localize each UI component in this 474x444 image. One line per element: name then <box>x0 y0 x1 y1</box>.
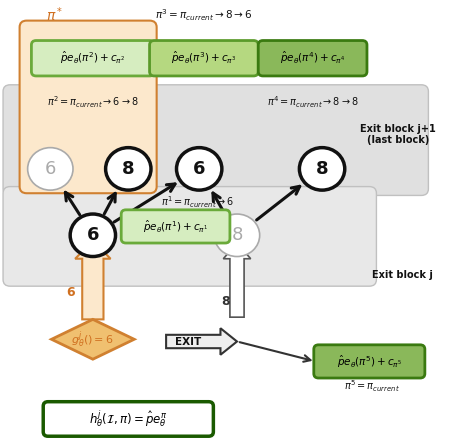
Text: Exit block j: Exit block j <box>372 270 433 280</box>
FancyBboxPatch shape <box>121 210 230 243</box>
Text: 6: 6 <box>45 160 56 178</box>
FancyArrow shape <box>166 328 237 355</box>
Text: $\pi^5 = \pi_{current}$: $\pi^5 = \pi_{current}$ <box>344 378 400 393</box>
FancyBboxPatch shape <box>3 85 428 195</box>
FancyBboxPatch shape <box>43 402 213 436</box>
FancyBboxPatch shape <box>258 40 367 76</box>
Text: $\hat{p}e_{\theta}(\pi^1) + c_{\pi^1}$: $\hat{p}e_{\theta}(\pi^1) + c_{\pi^1}$ <box>143 218 208 234</box>
FancyBboxPatch shape <box>31 40 155 76</box>
Text: $\pi^3 = \pi_{current} \rightarrow 8 \rightarrow 6$: $\pi^3 = \pi_{current} \rightarrow 8 \ri… <box>155 7 253 23</box>
Circle shape <box>27 148 73 190</box>
Text: 8: 8 <box>316 160 328 178</box>
FancyArrow shape <box>223 243 251 317</box>
Text: $\pi^2 = \pi_{current} \rightarrow 6 \rightarrow 8$: $\pi^2 = \pi_{current} \rightarrow 6 \ri… <box>47 95 139 110</box>
FancyBboxPatch shape <box>19 20 156 193</box>
Text: 6: 6 <box>193 160 205 178</box>
Polygon shape <box>52 319 134 359</box>
Text: 8: 8 <box>221 295 229 308</box>
Text: Exit block j+1
(last block): Exit block j+1 (last block) <box>360 123 436 145</box>
Circle shape <box>70 214 116 257</box>
Text: $\hat{p}e_{\theta}(\pi^2) + c_{\pi^2}$: $\hat{p}e_{\theta}(\pi^2) + c_{\pi^2}$ <box>60 50 126 67</box>
Circle shape <box>176 148 222 190</box>
Text: $\pi^*$: $\pi^*$ <box>46 6 64 24</box>
FancyBboxPatch shape <box>314 345 425 378</box>
Text: $\hat{p}e_{\theta}(\pi^4) + c_{\pi^4}$: $\hat{p}e_{\theta}(\pi^4) + c_{\pi^4}$ <box>280 50 346 67</box>
Text: 8: 8 <box>231 226 243 244</box>
Circle shape <box>106 148 151 190</box>
Text: $\pi^4 = \pi_{current} \rightarrow 8 \rightarrow 8$: $\pi^4 = \pi_{current} \rightarrow 8 \ri… <box>267 95 358 110</box>
Text: $g^j_{\theta}() = 6$: $g^j_{\theta}() = 6$ <box>72 329 114 350</box>
FancyArrow shape <box>75 241 110 319</box>
Text: $\hat{p}e_{\theta}(\pi^5) + c_{\pi^5}$: $\hat{p}e_{\theta}(\pi^5) + c_{\pi^5}$ <box>337 353 402 369</box>
Circle shape <box>214 214 260 257</box>
Text: 6: 6 <box>87 226 99 244</box>
FancyBboxPatch shape <box>150 40 258 76</box>
FancyBboxPatch shape <box>3 186 376 286</box>
Text: $h^j_{\theta}(\mathcal{I}, \pi) = \hat{p}e^{\pi}_{\theta}$: $h^j_{\theta}(\mathcal{I}, \pi) = \hat{p… <box>89 408 168 429</box>
Text: EXIT: EXIT <box>175 337 201 346</box>
Text: $\pi^1 = \pi_{current} \rightarrow 6$: $\pi^1 = \pi_{current} \rightarrow 6$ <box>161 194 235 210</box>
Text: 8: 8 <box>122 160 135 178</box>
Circle shape <box>300 148 345 190</box>
Text: 6: 6 <box>66 286 75 299</box>
Text: $\hat{p}e_{\theta}(\pi^3) + c_{\pi^3}$: $\hat{p}e_{\theta}(\pi^3) + c_{\pi^3}$ <box>171 50 237 67</box>
